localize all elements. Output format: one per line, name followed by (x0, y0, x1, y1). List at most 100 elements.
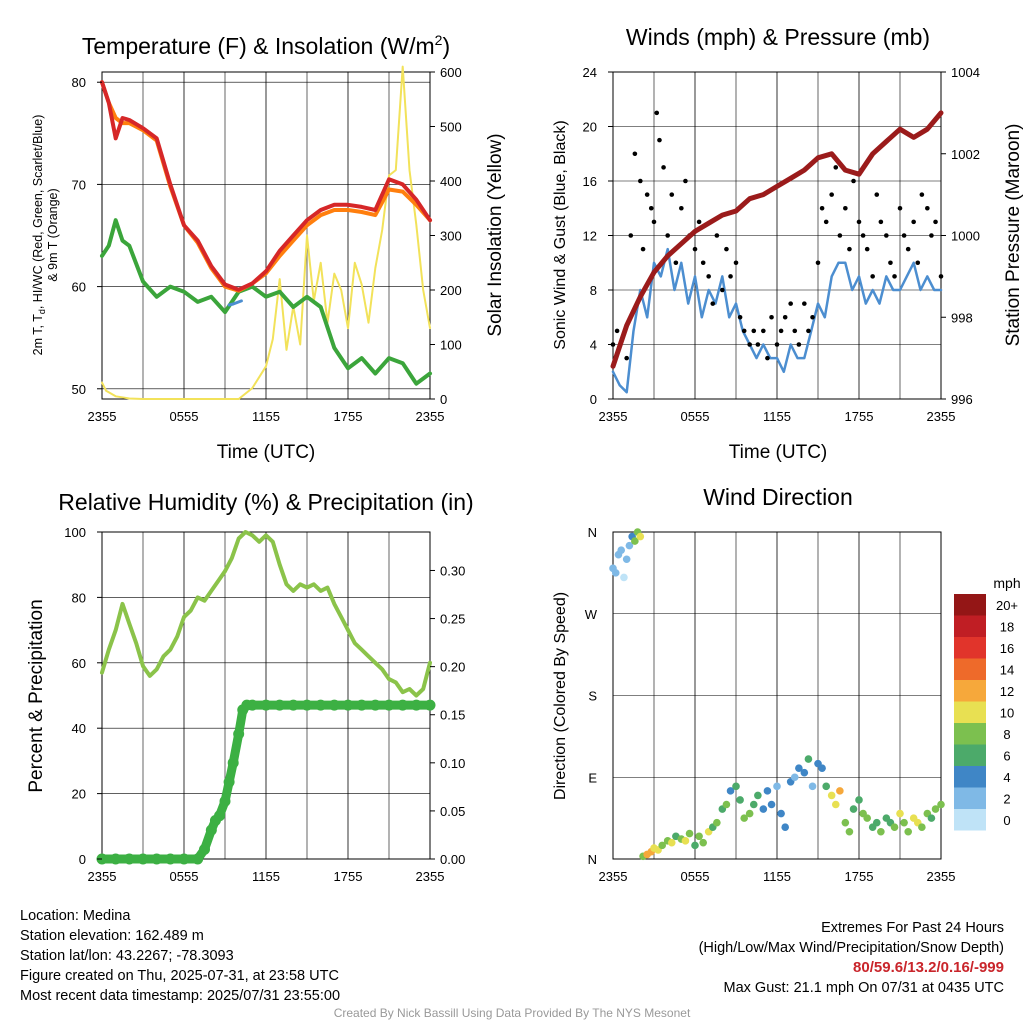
x-tick-label: 1755 (334, 409, 363, 424)
direction-point (790, 773, 799, 782)
y-tick-label: 60 (72, 280, 86, 295)
y-tick-label: 80 (72, 590, 86, 605)
right-tick-label: 998 (951, 310, 973, 325)
right-tick-label: 0.00 (440, 852, 465, 867)
x-tick-label: 2355 (599, 409, 628, 424)
y-tick-label: 0 (590, 392, 597, 407)
temperature-xlabel: Time (UTC) (217, 442, 316, 463)
direction-point (622, 555, 631, 564)
direction-title: Wind Direction (703, 484, 853, 510)
pressure-line (610, 110, 944, 369)
direction-point (713, 818, 721, 827)
gust-point (741, 328, 747, 334)
x-tick-label: 0555 (681, 869, 710, 884)
figure-created: Figure created on Thu, 2025-07-31, at 23… (20, 968, 339, 984)
gust-point (856, 219, 862, 225)
direction-point (726, 787, 735, 795)
y-tick-label: 60 (72, 656, 86, 671)
extremes-title: Extremes For Past 24 Hours (821, 920, 1004, 936)
direction-point (849, 805, 858, 813)
sustained-wind-line (611, 247, 943, 394)
humidity-y-ticks: 0 20 40 60 80 100 (64, 525, 102, 867)
gust-point (673, 260, 679, 266)
direction-point (896, 809, 904, 818)
gust-point (843, 205, 848, 211)
y-tick-label: 40 (72, 721, 86, 736)
y-tick-label: 20 (583, 120, 597, 135)
right-tick-label: 1000 (951, 229, 980, 244)
y-tick-label: 8 (590, 283, 597, 298)
y-tick-label: N (588, 525, 597, 540)
winds-panel: Winds (mph) & Pressure (mb) 2355 0555 1155… (552, 24, 1024, 463)
direction-point (863, 814, 871, 822)
humidity-panel: Relative Humidity (%) & Precipitation (i… (26, 489, 474, 884)
right-tick-label: 1004 (951, 65, 980, 80)
x-tick-label: 1755 (845, 409, 874, 424)
gust-point (679, 205, 684, 211)
colorbar-label: 4 (1003, 770, 1010, 785)
right-tick-label: 1002 (951, 147, 980, 162)
pressure-ylabel: Station Pressure (Maroon) (1003, 124, 1024, 347)
humidity-line (100, 530, 432, 698)
gust-point (938, 274, 944, 279)
y-tick-label: 12 (583, 229, 597, 244)
colorbar-segment (954, 658, 986, 680)
x-tick-label: 1755 (845, 869, 874, 884)
direction-panel: Wind Direction 2355 0555 1155 1755 2355 N E S W… (552, 484, 1021, 884)
gust-point (810, 314, 815, 320)
gust-point (864, 246, 870, 252)
station-elevation: Station elevation: 162.489 m (20, 928, 204, 944)
right-tick-label: 0.20 (440, 660, 465, 675)
direction-point (818, 764, 826, 772)
colorbar-label: 12 (1000, 684, 1014, 699)
direction-point (900, 818, 908, 827)
winds-xlabel: Time (UTC) (729, 442, 828, 463)
direction-point (732, 782, 740, 791)
x-tick-label: 0555 (170, 409, 199, 424)
right-tick-label: 200 (440, 283, 462, 298)
gust-point (901, 233, 907, 238)
gust-point (815, 260, 821, 266)
direction-point (777, 809, 785, 818)
gust-point (644, 192, 650, 197)
colorbar-segment (954, 787, 986, 809)
direction-point (736, 796, 744, 804)
direction-point (773, 782, 781, 791)
winds-ylabel: Sonic Wind & Gust (Blue, Black) (552, 120, 569, 349)
direction-x-ticks: 2355 0555 1155 1755 2355 (599, 869, 956, 884)
extremes-values: 80/59.6/13.2/0.16/-999 (853, 959, 1004, 976)
right-tick-label: 0.15 (440, 708, 465, 723)
right-tick-label: 0 (440, 392, 447, 407)
gust-point (860, 233, 866, 238)
x-tick-label: 1155 (252, 409, 280, 424)
temperature-title: Temperature (F) & Insolation (W/m2) (82, 32, 450, 59)
y-tick-label: 50 (72, 382, 86, 397)
right-tick-label: 500 (440, 120, 462, 135)
gust-point (851, 178, 856, 184)
gust-point (624, 355, 629, 361)
x-tick-label: 2355 (927, 869, 956, 884)
colorbar-label: 0 (1003, 813, 1010, 828)
winds-title: Winds (mph) & Pressure (mb) (626, 24, 930, 50)
temperature-series (100, 65, 432, 400)
gust-point (696, 219, 702, 225)
x-tick-label: 1755 (334, 869, 363, 884)
x-tick-label: 1155 (763, 409, 791, 424)
colorbar-segment (954, 680, 986, 702)
gust-point (905, 246, 911, 252)
gust-point (665, 233, 670, 238)
direction-point (722, 800, 731, 809)
direction-point (855, 796, 863, 804)
direction-point (890, 823, 899, 832)
gust-point (651, 219, 657, 225)
right-tick-label: 300 (440, 229, 462, 244)
y-tick-label: N (588, 852, 597, 867)
direction-point (918, 823, 926, 832)
gust-point (638, 178, 643, 184)
direction-point (695, 832, 703, 841)
temperature-y-ticks: 50 60 70 80 (72, 75, 102, 397)
winds-series (610, 110, 944, 394)
direction-point (754, 791, 762, 800)
direction-point (804, 755, 813, 763)
direction-y-ticks: N E S W N (585, 525, 598, 867)
